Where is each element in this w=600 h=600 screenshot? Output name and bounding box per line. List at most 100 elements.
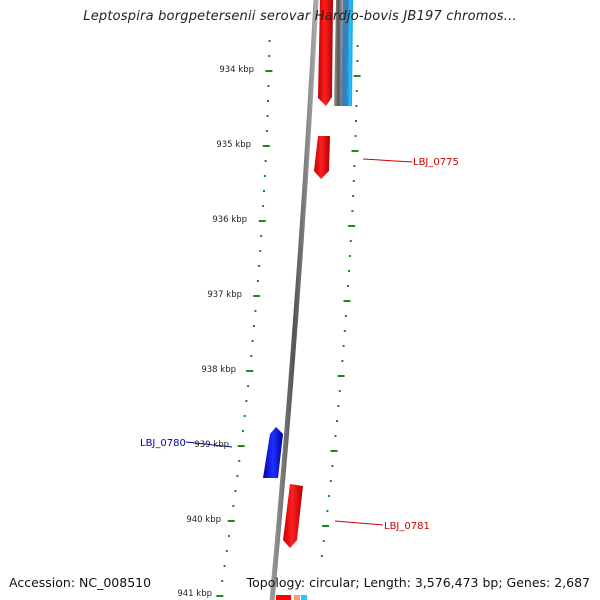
tick-mark [238,460,241,462]
gene-lbj0775-arrow[interactable] [314,136,330,179]
tick-mark [322,540,325,542]
tick-label: 941 kbp [177,589,212,599]
gene-label-lbj0781[interactable]: LBJ_0781 [384,521,430,532]
tick-mark [349,240,352,242]
tick-label: 940 kbp [186,515,221,525]
tick-mark [225,550,228,552]
tick-mark [328,495,331,497]
top-feature-stack [318,0,353,106]
tick-mark [266,115,269,117]
tick-mark [354,135,357,137]
leader-line-lbj0780 [185,441,233,448]
tick-mark [322,525,330,527]
tick-mark [351,210,354,212]
tick-mark [268,55,271,57]
tick-mark [268,40,271,42]
tick-mark [337,405,340,407]
cyan-feature-bottom [301,595,307,600]
tick-mark [267,85,270,87]
tick-mark [253,325,255,327]
gene-lbj0780-arrow[interactable] [263,427,283,478]
tick-mark [329,480,332,482]
tick-label: 939 kbp [194,440,229,450]
tick-mark [260,235,263,237]
tick-label: 938 kbp [201,365,236,375]
tick-label: 936 kbp [212,215,247,225]
tick-mark [353,165,356,167]
tick-mark [242,430,244,432]
tick-mark [265,70,273,72]
tick-label: 937 kbp [207,290,242,300]
tick-mark [265,130,268,132]
tick-mark [232,505,235,507]
tick-mark [263,190,265,192]
tick-mark [254,310,257,312]
tick-mark [331,465,334,467]
tick-mark [262,205,265,207]
tick-mark [256,280,259,282]
tick-mark [237,445,245,447]
tick-mark [267,100,269,102]
tick-mark [341,360,344,362]
tick-mark [259,250,262,252]
leader-line-lbj0775 [362,158,413,163]
tick-mark [356,45,359,47]
tick-mark [343,300,351,302]
tick-mark [247,385,250,387]
tick-mark [250,355,253,357]
tick-mark [344,315,347,317]
tick-mark [352,180,355,182]
tick-mark [347,285,349,287]
tick-mark [326,510,329,512]
tick-mark [228,535,231,537]
tick-mark [253,295,261,297]
gene-label-lbj0775[interactable]: LBJ_0775 [413,157,459,168]
tick-mark [234,490,237,492]
tick-mark [258,265,261,267]
gene-lbj0781-arrow[interactable] [283,484,303,548]
orange-feature-bottom [294,595,300,600]
tick-mark [251,340,254,342]
leader-line-lbj0781 [334,520,384,526]
tick-mark [262,145,270,147]
gene-label-lbj0780[interactable]: LBJ_0780 [140,438,186,449]
backbone-line [269,0,319,600]
tick-mark [216,595,224,597]
forward-gene-top[interactable] [318,0,333,106]
tick-mark [334,435,337,437]
cyan-feature-top-1 [341,0,349,106]
tick-mark [355,105,358,107]
tick-mark [342,345,345,347]
tick-mark [236,475,239,477]
tick-marks [216,40,361,597]
tick-mark [264,160,267,162]
tick-mark [245,400,248,402]
topology-summary: Topology: circular; Length: 3,576,473 bp… [246,575,590,590]
tick-mark [356,60,359,62]
tick-mark [348,270,350,272]
tick-mark [246,370,254,372]
tick-mark [348,225,356,227]
chromosome-backbone [269,0,319,600]
tick-labels: 934 kbp 935 kbp 936 kbp 937 kbp 938 kbp … [177,65,254,599]
tick-mark [221,580,224,582]
tick-mark [223,565,226,567]
grey-feature-top [334,0,343,106]
tick-mark [343,330,346,332]
tick-mark [320,555,323,557]
tick-mark [355,120,357,122]
accession-label: Accession: NC_008510 [9,575,152,590]
tick-mark [330,450,338,452]
tick-mark [243,415,246,417]
tick-mark [337,375,345,377]
tick-mark [227,520,235,522]
tick-mark [355,90,358,92]
tick-mark [263,175,266,177]
forward-gene-bottom [276,595,291,600]
tick-mark [353,75,361,77]
tick-mark [338,390,341,392]
tick-label: 934 kbp [219,65,254,75]
tick-mark [352,195,355,197]
tick-mark [336,420,338,422]
